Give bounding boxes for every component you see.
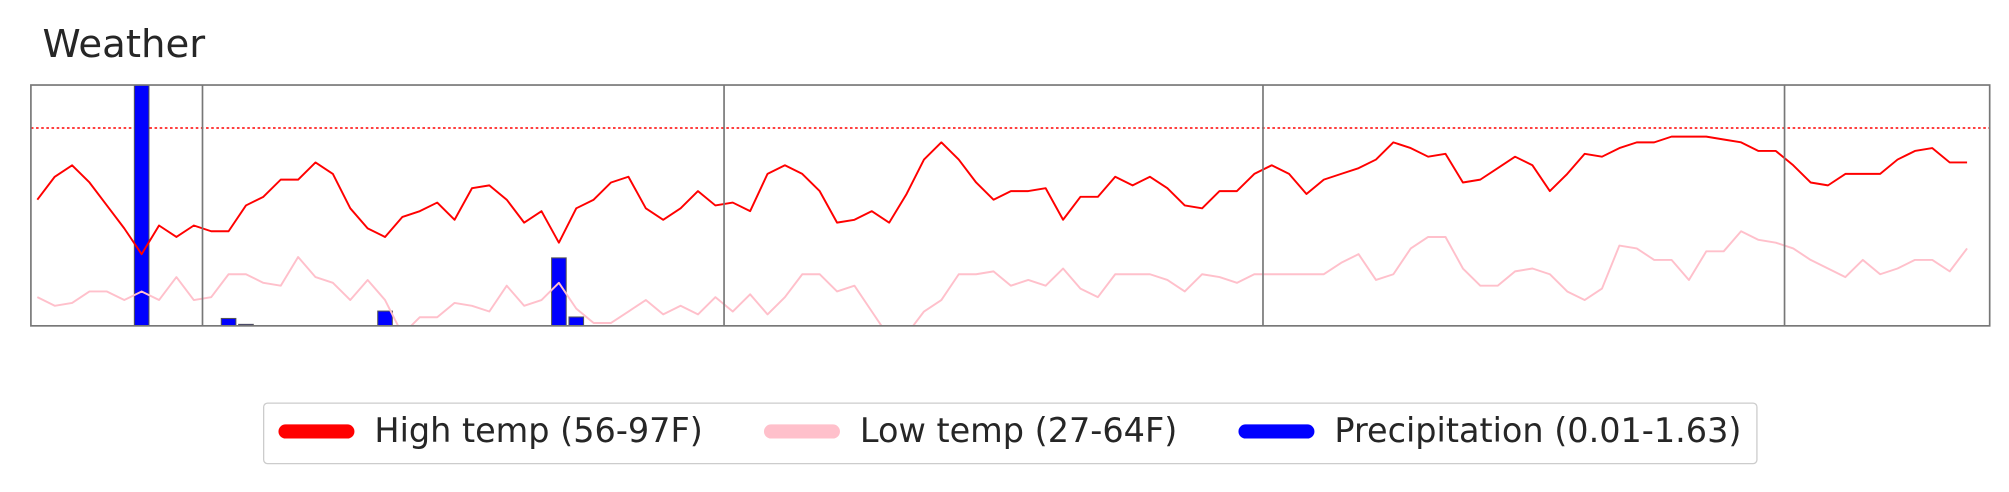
legend-label: Low temp (27-64F) bbox=[860, 411, 1177, 450]
precip-bar bbox=[133, 85, 150, 326]
plot-area bbox=[30, 85, 1990, 326]
precip-bar bbox=[568, 316, 585, 326]
legend-label: High temp (56-97F) bbox=[374, 411, 702, 450]
plot-frame bbox=[30, 84, 1991, 327]
precip-bar bbox=[377, 310, 393, 326]
temp-line bbox=[36, 135, 1968, 256]
precip-bar bbox=[220, 317, 237, 326]
legend: High temp (56-97F) Low temp (27-64F) Preci… bbox=[263, 402, 1758, 465]
temp-line bbox=[36, 230, 1968, 326]
legend-label: Precipitation (0.01-1.63) bbox=[1334, 411, 1741, 450]
chart-title: Weather bbox=[42, 22, 205, 67]
legend-box bbox=[263, 402, 1758, 465]
